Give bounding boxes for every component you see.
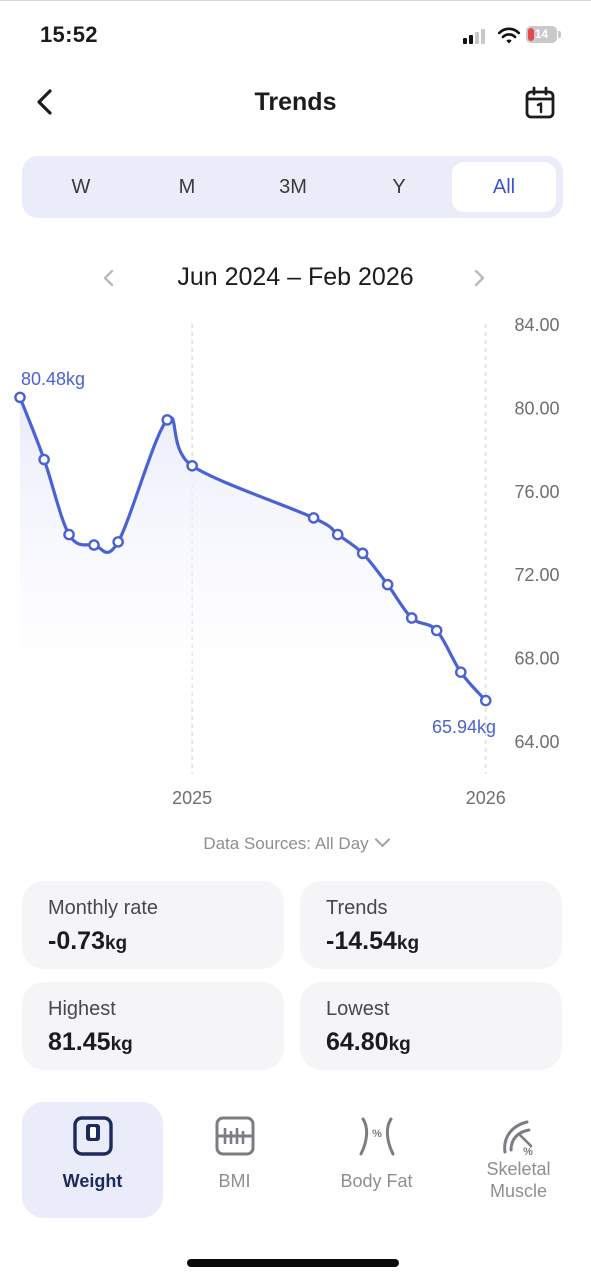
battery-level: 14 [534,27,549,41]
metric-tab-body-fat[interactable]: % Body Fat [306,1102,447,1218]
highest-unit: kg [110,1034,133,1055]
trends-label: Trends [326,897,388,919]
trends-unit: kg [396,933,420,954]
x-tick-label: 2026 [466,788,506,808]
metric-tab-weight[interactable]: Weight [22,1102,163,1218]
data-point[interactable] [38,453,50,466]
status-time: 15:52 [40,22,98,47]
metric-tab-skeletal-muscle[interactable]: % Skeletal Muscle [448,1102,589,1218]
chart-area-fill [20,397,486,741]
date-range-label: Jun 2024 – Feb 2026 [177,263,414,291]
top-divider [0,0,591,1]
y-tick-label: 76.00 [514,482,559,502]
y-tick-label: 80.00 [514,398,559,418]
x-tick-label: 2025 [172,788,212,808]
cellular-signal-icon [463,28,489,44]
data-point[interactable] [88,539,100,551]
data-point[interactable] [14,391,26,404]
y-tick-label: 84.00 [514,315,559,335]
monthly-rate-unit: kg [104,933,128,954]
data-point[interactable] [430,624,443,637]
trends-card: Trends -14.54kg [300,881,562,969]
data-point[interactable] [381,578,394,591]
data-point[interactable] [161,414,174,426]
metric-skeletal-muscle-label: Skeletal Muscle [486,1159,551,1201]
battery-icon: 14 [526,26,561,43]
period-selector: W M 3M Y All [22,156,563,218]
metric-weight-label: Weight [62,1171,123,1191]
highest-card: Highest 81.45kg [22,982,284,1070]
y-tick-label: 72.00 [514,565,559,585]
lowest-label: Lowest [326,998,390,1020]
skeletal-muscle-icon: % [502,1120,533,1158]
data-point[interactable] [112,536,124,548]
highest-value: 81.45kg [48,1028,133,1056]
body-fat-icon: % [359,1117,394,1156]
monthly-rate-card: Monthly rate -0.73kg [22,881,284,969]
bmi-icon [215,1116,254,1156]
period-month-tab[interactable]: M [178,176,196,198]
y-tick-label: 64.00 [514,732,559,752]
data-point[interactable] [307,512,320,524]
data-point[interactable] [356,547,369,560]
page-title: Trends [254,88,337,116]
lowest-card: Lowest 64.80kg [300,982,562,1070]
period-year-tab[interactable]: Y [392,176,406,198]
chart-series-line [18,395,488,703]
chevron-down-icon [374,831,390,848]
svg-text:%: % [523,1146,533,1158]
next-range-icon[interactable] [466,264,492,292]
period-week-tab[interactable]: W [71,176,91,198]
previous-range-icon[interactable] [96,264,122,292]
data-point[interactable] [455,666,467,678]
first-value-label: 80.48kg [21,369,85,389]
metric-bmi-label: BMI [218,1171,251,1191]
metric-tab-bmi[interactable]: BMI [164,1102,305,1218]
wifi-icon [497,27,521,44]
y-tick-label: 68.00 [514,649,559,669]
data-point[interactable] [331,528,344,541]
data-point[interactable] [479,694,492,707]
data-point[interactable] [63,528,75,541]
last-value-label: 65.94kg [432,717,496,737]
weight-scale-icon [72,1116,113,1156]
trends-value: -14.54kg [326,927,420,955]
calendar-icon[interactable] [521,84,559,122]
data-sources-selector[interactable]: Data Sources: All Day [0,831,591,854]
period-all-tab[interactable]: All [452,162,556,212]
lowest-value: 64.80kg [326,1028,411,1056]
data-sources-label: Data Sources: All Day [203,834,369,853]
monthly-rate-value: -0.73kg [48,927,128,955]
svg-text:%: % [372,1128,382,1140]
data-point[interactable] [186,459,198,472]
monthly-rate-label: Monthly rate [48,897,159,919]
highest-label: Highest [48,998,116,1020]
metric-body-fat-label: Body Fat [340,1171,413,1191]
lowest-unit: kg [388,1034,411,1055]
data-point[interactable] [405,612,418,624]
back-chevron-icon[interactable] [28,84,64,120]
home-indicator [187,1259,399,1267]
period-3-month-tab[interactable]: 3M [279,176,307,198]
